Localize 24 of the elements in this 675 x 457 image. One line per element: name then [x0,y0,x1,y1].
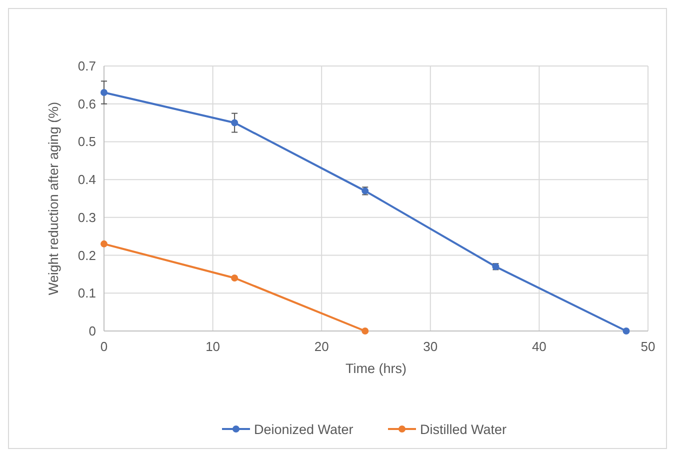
y-tick-label: 0.4 [78,172,96,188]
y-tick-label: 0.2 [78,248,96,263]
legend-label: Deionized Water [254,422,354,437]
x-tick-label: 30 [423,339,438,354]
x-tick-label: 10 [206,339,220,354]
y-tick-label: 0 [88,324,96,338]
x-tick-label: 20 [314,339,329,354]
y-tick-label: 0.7 [78,58,96,74]
point [362,328,369,334]
point [622,328,630,334]
x-tick-label: 50 [640,339,656,354]
point [100,240,108,248]
y-tick-label: 0.5 [78,134,96,150]
y-tick-label: 0.3 [78,210,96,225]
x-tick-label: 0 [100,339,108,354]
point [100,89,108,96]
y-tick-label: 0.6 [78,96,96,112]
y-tick-label: 0.1 [78,286,96,301]
y-axis-title: Weight reduction after aging (%) [46,102,61,296]
x-axis-title: Time (hrs) [346,361,406,376]
x-tick-label: 40 [532,339,546,354]
point [231,274,238,282]
point [231,119,238,126]
legend-label: Distilled Water [420,422,508,437]
